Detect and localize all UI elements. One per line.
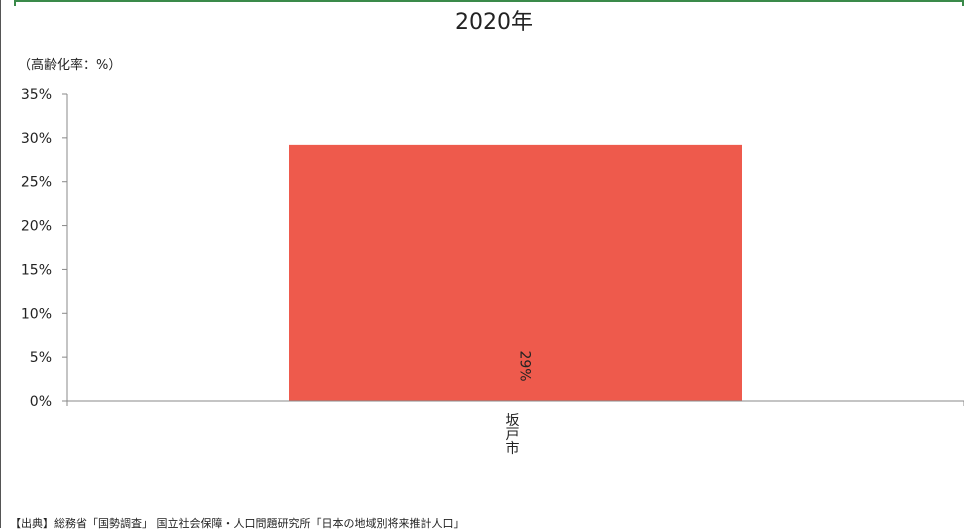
- y-tick-label: 35%: [21, 87, 52, 103]
- category-label: 坂戸市: [506, 413, 520, 457]
- data-label: 29%: [517, 350, 533, 381]
- bars: 29%: [289, 144, 742, 402]
- bar: [289, 144, 742, 402]
- y-tick-label: 0%: [30, 394, 52, 410]
- y-tick-label: 15%: [21, 262, 52, 278]
- y-tick-label: 30%: [21, 131, 52, 147]
- x-axis-categories: 坂戸市: [66, 401, 964, 457]
- y-unit-label: （高齢化率：%）: [18, 57, 121, 73]
- chart-title: 2020年: [455, 10, 533, 35]
- y-tick-label: 25%: [21, 175, 52, 191]
- y-tick-label: 5%: [30, 350, 52, 366]
- source-note: 【出典】総務省「国勢調査」 国立社会保障・人口問題研究所「日本の地域別将来推計人…: [10, 517, 465, 530]
- y-tick-label: 10%: [21, 306, 52, 322]
- y-axis-ticks: 0% 5% 10% 15% 20% 25% 30% 35%: [21, 87, 67, 410]
- y-tick-label: 20%: [21, 219, 52, 235]
